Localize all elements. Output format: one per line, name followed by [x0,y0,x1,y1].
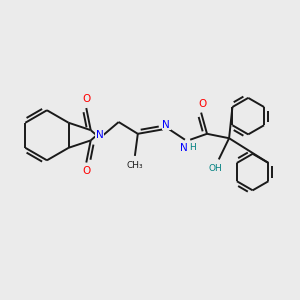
Text: CH₃: CH₃ [127,161,143,170]
Text: N: N [163,120,170,130]
Text: O: O [82,94,90,104]
Text: OH: OH [208,164,222,173]
Text: N: N [96,130,104,140]
Text: O: O [199,99,207,110]
Text: O: O [82,166,90,176]
Text: N: N [180,143,187,153]
Text: H: H [189,143,196,152]
